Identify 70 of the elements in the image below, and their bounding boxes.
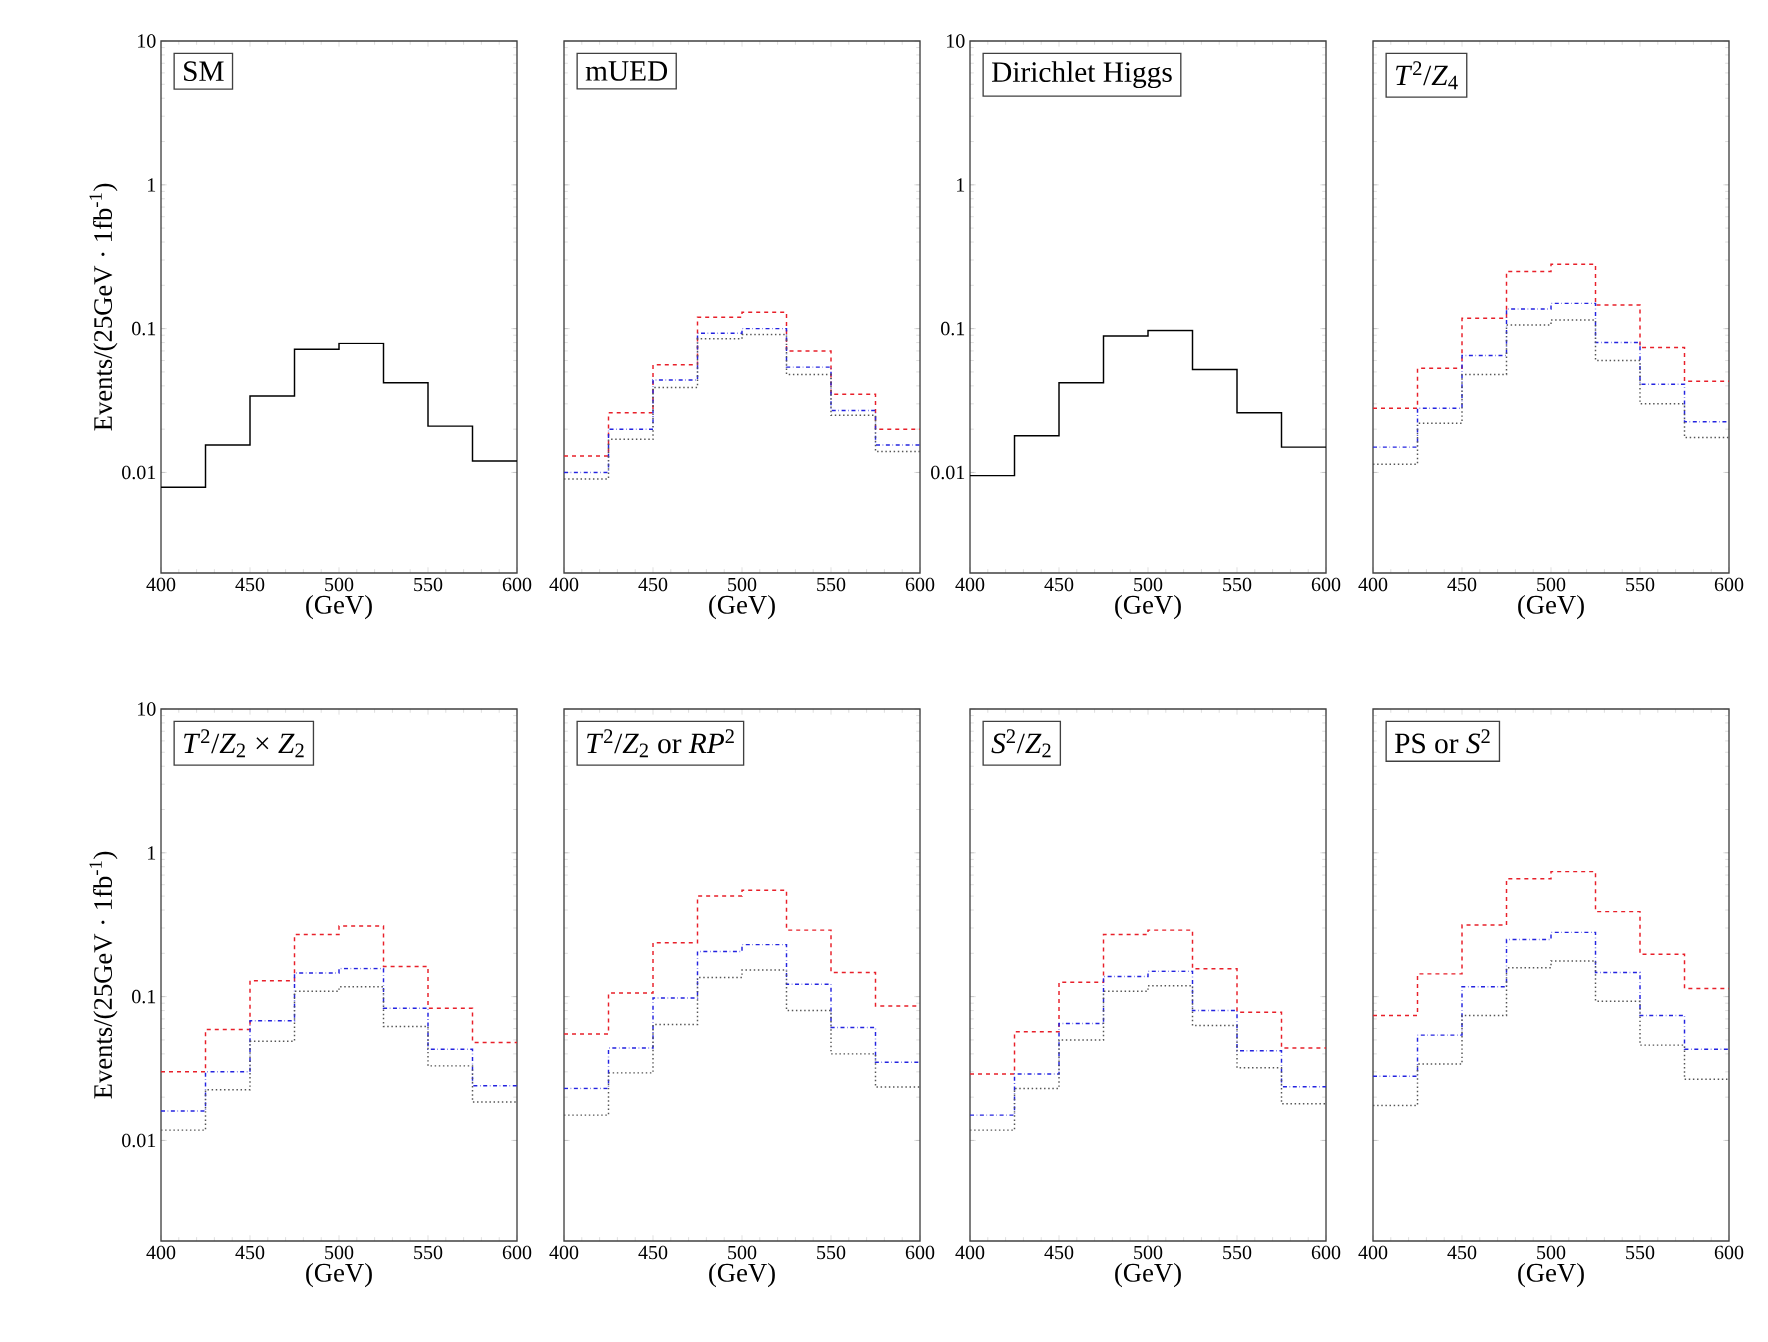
x-tick-label: 500 xyxy=(325,577,354,592)
x-tick-label: 400 xyxy=(146,577,176,592)
x-tick-label: 550 xyxy=(414,1245,443,1260)
y-tick-label: 1 xyxy=(148,178,156,192)
x-tick-label: 600 xyxy=(1714,1245,1744,1260)
x-axis-title: (GeV) xyxy=(1518,595,1584,620)
x-tick-label: 600 xyxy=(1714,577,1744,592)
x-tick-label: 600 xyxy=(502,1245,532,1260)
x-tick-label: 550 xyxy=(414,577,443,592)
y-axis-title: Events/(25GeV · 1fb$^{-1}$) xyxy=(89,183,118,431)
y-tick-label: 0.01 xyxy=(931,465,965,480)
y-axis-title: Events/(25GeV · 1fb$^{-1}$) xyxy=(89,851,118,1099)
x-tick-label: 500 xyxy=(325,1245,354,1260)
x-tick-label: 400 xyxy=(955,1245,985,1260)
text: SM xyxy=(184,61,224,82)
text: T$^{2}$/Z$_{2}$ × Z$_{2}$ xyxy=(184,729,304,758)
y-tick-label: 0.1 xyxy=(941,321,965,336)
y-tick-label: 1 xyxy=(957,178,965,192)
y-tick-label: 0.01 xyxy=(122,465,156,480)
x-tick-label: 600 xyxy=(905,577,935,592)
text: T$^{2}$/Z$_{4}$ xyxy=(1396,61,1458,90)
x-tick-label: 450 xyxy=(638,1245,668,1260)
x-axis-title: (GeV) xyxy=(709,1263,775,1288)
x-tick-label: 400 xyxy=(549,577,579,592)
x-tick-label: 400 xyxy=(146,1245,176,1260)
x-tick-label: 450 xyxy=(235,1245,265,1260)
y-tick-label: 10 xyxy=(947,34,965,48)
x-axis-title: (GeV) xyxy=(1518,1263,1584,1288)
x-tick-label: 600 xyxy=(1311,577,1341,592)
x-tick-label: 500 xyxy=(1134,1245,1163,1260)
x-tick-label: 550 xyxy=(817,577,846,592)
x-tick-label: 450 xyxy=(235,577,265,592)
y-tick-label: 0.1 xyxy=(132,321,156,336)
text: PS or S$^{2}$ xyxy=(1394,729,1490,754)
x-tick-label: 450 xyxy=(1447,577,1477,592)
x-tick-label: 400 xyxy=(1358,1245,1388,1260)
x-tick-label: 450 xyxy=(1044,1245,1074,1260)
x-tick-label: 450 xyxy=(1044,577,1074,592)
x-axis-title: (GeV) xyxy=(306,1263,372,1288)
x-axis-title: (GeV) xyxy=(1115,1263,1181,1288)
y-tick-label: 1 xyxy=(148,846,156,860)
x-tick-label: 600 xyxy=(502,577,532,592)
text: mUED xyxy=(585,61,668,81)
x-tick-label: 550 xyxy=(817,1245,846,1260)
x-axis-title: (GeV) xyxy=(1115,595,1181,620)
x-tick-label: 500 xyxy=(1537,577,1566,592)
x-tick-label: 400 xyxy=(549,1245,579,1260)
x-tick-label: 400 xyxy=(1358,577,1388,592)
x-tick-label: 600 xyxy=(905,1245,935,1260)
text: Dirichlet Higgs xyxy=(991,61,1172,89)
x-tick-label: 550 xyxy=(1223,577,1252,592)
x-tick-label: 600 xyxy=(1311,1245,1341,1260)
x-tick-label: 400 xyxy=(955,577,985,592)
y-tick-label: 0.01 xyxy=(122,1133,156,1148)
x-tick-label: 500 xyxy=(1134,577,1163,592)
y-tick-label: 10 xyxy=(138,702,156,716)
x-axis-title: (GeV) xyxy=(306,595,372,620)
x-tick-label: 500 xyxy=(728,577,757,592)
y-tick-label: 10 xyxy=(138,34,156,48)
x-tick-label: 550 xyxy=(1626,1245,1655,1260)
y-tick-label: 0.1 xyxy=(132,989,156,1004)
x-tick-label: 550 xyxy=(1626,577,1655,592)
x-tick-label: 450 xyxy=(1447,1245,1477,1260)
x-axis-title: (GeV) xyxy=(709,595,775,620)
x-tick-label: 450 xyxy=(638,577,668,592)
text: S$^{2}$/Z$_{2}$ xyxy=(991,729,1051,758)
x-tick-label: 500 xyxy=(1537,1245,1566,1260)
x-tick-label: 550 xyxy=(1223,1245,1252,1260)
text: T$^{2}$/Z$_{2}$ or RP$^{2}$ xyxy=(587,729,734,758)
x-tick-label: 500 xyxy=(728,1245,757,1260)
